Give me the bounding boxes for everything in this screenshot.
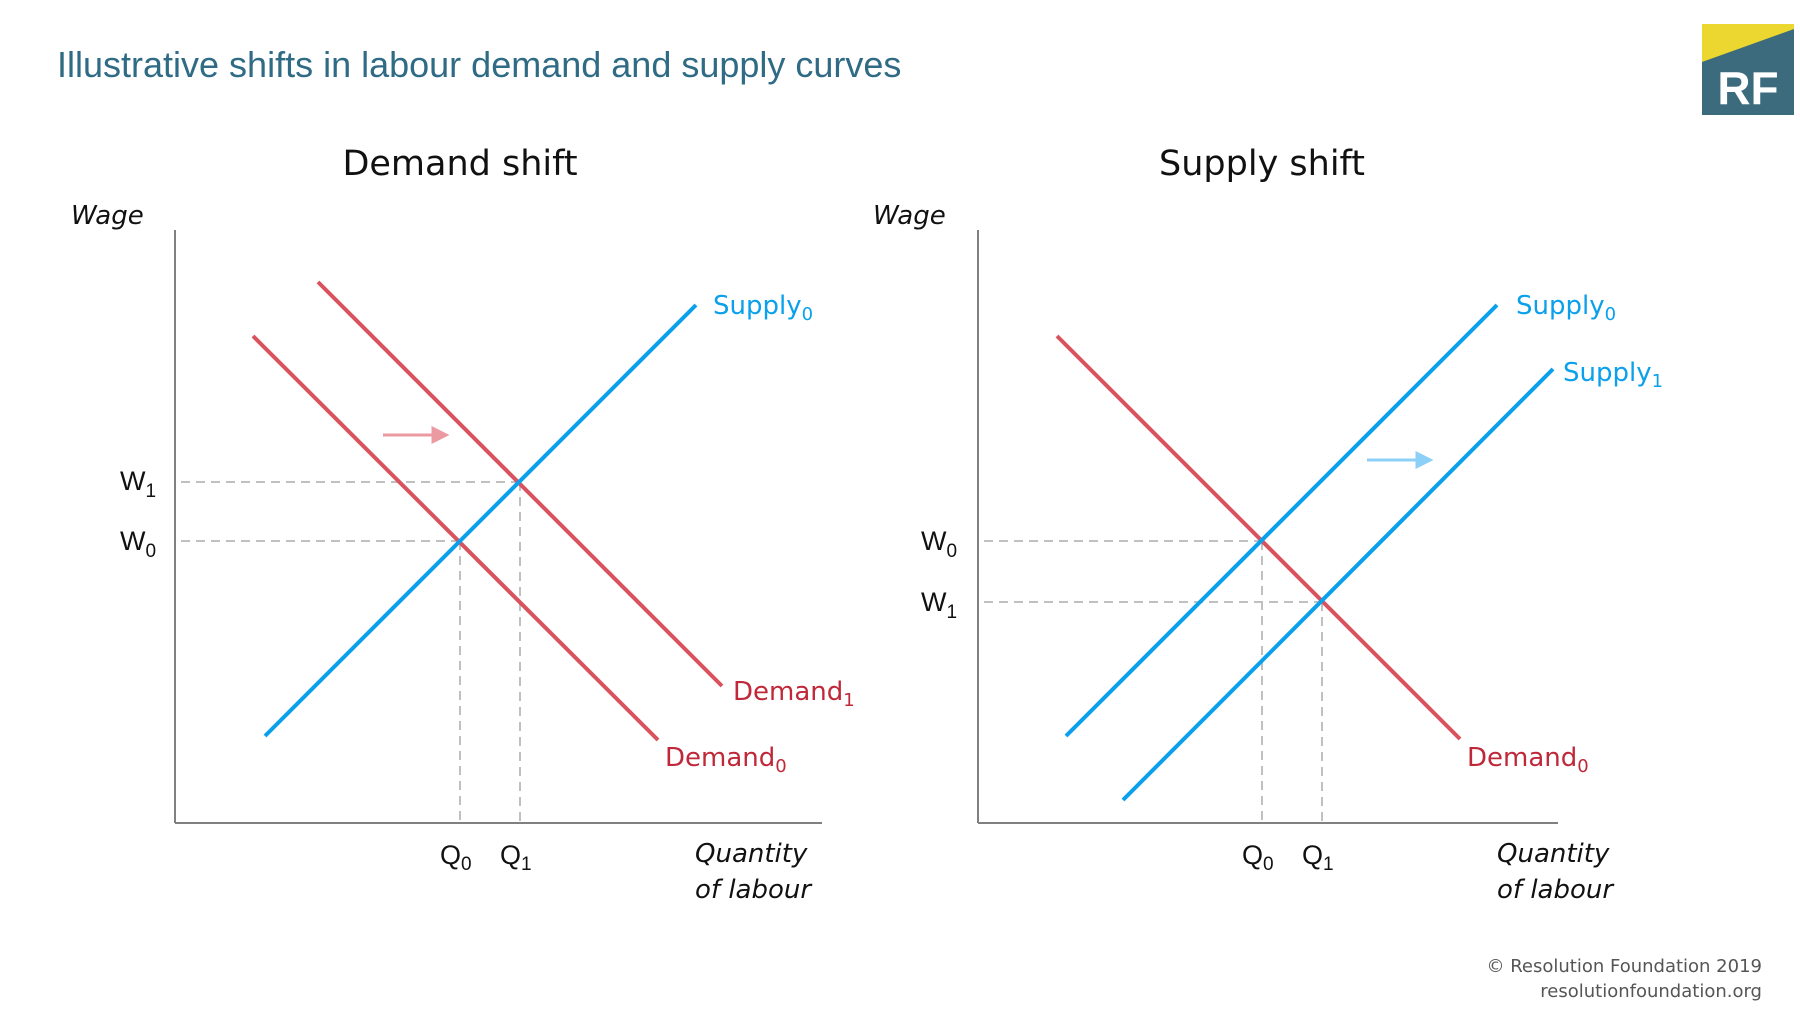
x-tick-q1: Q1 xyxy=(1302,840,1334,875)
demand0-label: Demand0 xyxy=(665,743,787,777)
guide-lines xyxy=(984,540,1323,823)
footer: © Resolution Foundation 2019 resolutionf… xyxy=(1486,954,1762,1004)
y-tick-w0: W0 xyxy=(921,526,957,562)
supply1-curve xyxy=(1121,367,1555,802)
demand0-curve xyxy=(251,334,660,742)
website-link[interactable]: resolutionfoundation.org xyxy=(1540,981,1762,1002)
demand1-label: Demand1 xyxy=(733,677,855,711)
demand-shift-chart: Demand shift Wage W1 W0 Q0 Q1 Quantity o… xyxy=(71,144,855,905)
resolution-foundation-logo: RF xyxy=(1702,24,1794,115)
demand1-curve xyxy=(316,280,724,688)
y-axis-label: Wage xyxy=(873,201,946,231)
x-axis-label-line1: Quantity xyxy=(695,839,808,869)
y-tick-w0: W0 xyxy=(120,526,156,562)
supply1-label: Supply1 xyxy=(1563,358,1663,392)
supply-shift-chart: Supply shift Wage W0 W1 Q0 Q1 Quantity o… xyxy=(873,144,1663,905)
copyright-text: © Resolution Foundation 2019 xyxy=(1486,956,1762,977)
guide-lines xyxy=(181,481,521,823)
supply0-curve xyxy=(1064,303,1499,738)
y-axis-label: Wage xyxy=(71,201,144,231)
demand0-label: Demand0 xyxy=(1467,743,1589,777)
supply0-curve xyxy=(263,303,698,738)
page-title: Illustrative shifts in labour demand and… xyxy=(57,44,902,85)
y-tick-w1: W1 xyxy=(120,466,156,502)
chart-title: Demand shift xyxy=(342,144,577,184)
chart-title: Supply shift xyxy=(1159,144,1365,184)
x-tick-q0: Q0 xyxy=(1242,840,1274,875)
x-axis-label-line1: Quantity xyxy=(1497,839,1610,869)
y-tick-w1: W1 xyxy=(921,587,957,623)
logo-text: RF xyxy=(1717,62,1778,114)
x-tick-q1: Q1 xyxy=(500,840,532,875)
supply0-label: Supply0 xyxy=(713,291,813,325)
x-tick-q0: Q0 xyxy=(440,840,472,875)
supply0-label: Supply0 xyxy=(1516,291,1616,325)
x-axis-label-line2: of labour xyxy=(1497,875,1615,905)
x-axis-label-line2: of labour xyxy=(695,875,813,905)
demand0-curve xyxy=(1055,334,1462,741)
